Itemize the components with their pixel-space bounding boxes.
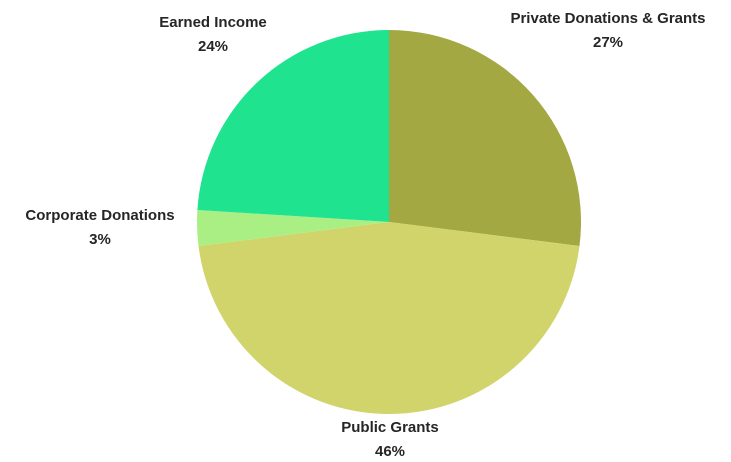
pie-slices	[196, 30, 582, 415]
pct-private-donations-grants: 27%	[593, 34, 623, 51]
pct-public-grants: 46%	[375, 443, 405, 460]
pct-corporate-donations: 3%	[89, 231, 111, 248]
pie-slice-public-grants	[198, 222, 580, 415]
pie-labels: Private Donations & Grants 27% Public Gr…	[25, 10, 705, 460]
label-private-donations-grants: Private Donations & Grants	[510, 10, 705, 27]
label-earned-income: Earned Income	[159, 14, 267, 31]
pct-earned-income: 24%	[198, 38, 228, 55]
pie-slice-earned-income	[197, 30, 389, 222]
label-public-grants: Public Grants	[341, 419, 439, 436]
pie-slice-private-donations-grants	[389, 30, 582, 247]
pie-slice-corporate-donations	[196, 209, 389, 247]
label-corporate-donations: Corporate Donations	[25, 207, 174, 224]
